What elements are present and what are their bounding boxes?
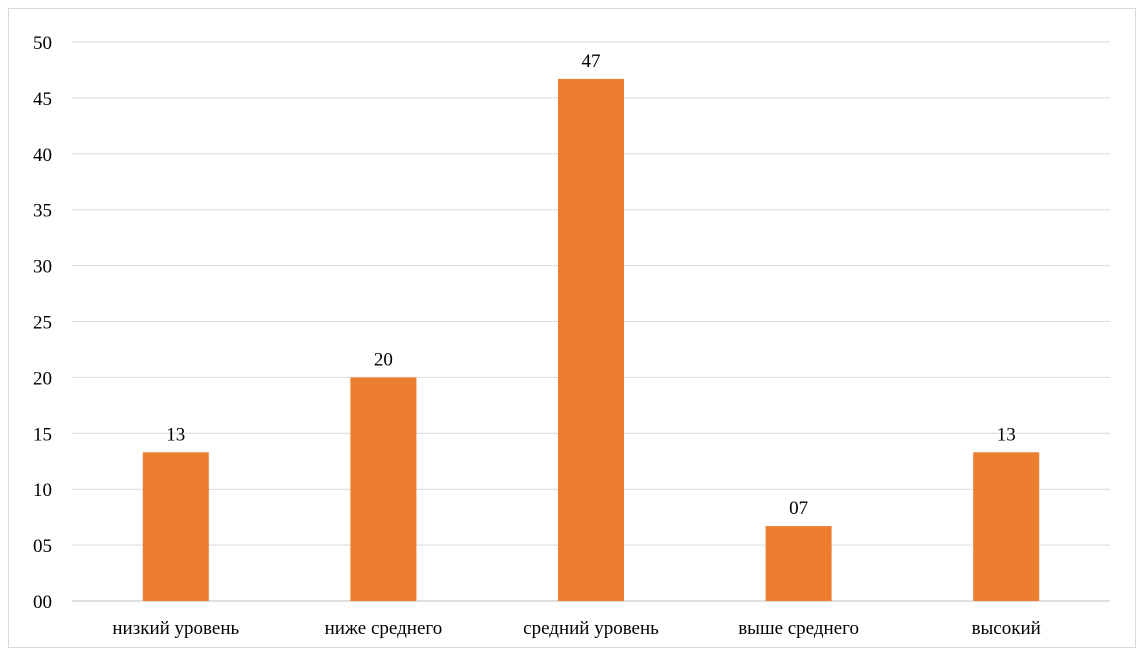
bars <box>142 78 1040 602</box>
y-tick-label: 40 <box>33 145 52 166</box>
y-tick-label: 05 <box>33 536 52 557</box>
x-category-label: ниже среднего <box>325 618 443 639</box>
bar <box>765 526 832 601</box>
y-tick-label: 35 <box>33 201 52 222</box>
y-axis-ticks: 00 05 10 15 20 25 30 35 40 45 50 <box>33 33 52 613</box>
x-category-label: высокий <box>972 618 1041 639</box>
x-category-label: средний уровень <box>523 618 659 639</box>
data-label: 13 <box>997 424 1016 445</box>
y-tick-label: 00 <box>33 592 52 613</box>
data-labels: 13 20 47 07 13 <box>166 51 1015 519</box>
x-axis-categories: низкий уровень ниже среднего средний урове… <box>112 618 1040 639</box>
bar <box>973 452 1040 601</box>
y-tick-label: 30 <box>33 257 52 278</box>
y-tick-label: 25 <box>33 313 52 334</box>
bar <box>558 78 624 602</box>
y-tick-label: 10 <box>33 480 52 501</box>
y-tick-label: 45 <box>33 89 52 110</box>
bar <box>350 377 417 601</box>
y-tick-label: 50 <box>33 33 52 54</box>
y-tick-label: 20 <box>33 368 52 389</box>
data-label: 47 <box>582 51 601 72</box>
y-tick-label: 15 <box>33 424 52 445</box>
data-label: 13 <box>166 424 185 445</box>
data-label: 07 <box>789 498 808 519</box>
x-category-label: выше среднего <box>738 618 859 639</box>
data-label: 20 <box>374 349 393 370</box>
bar <box>142 452 209 601</box>
x-category-label: низкий уровень <box>112 618 239 639</box>
